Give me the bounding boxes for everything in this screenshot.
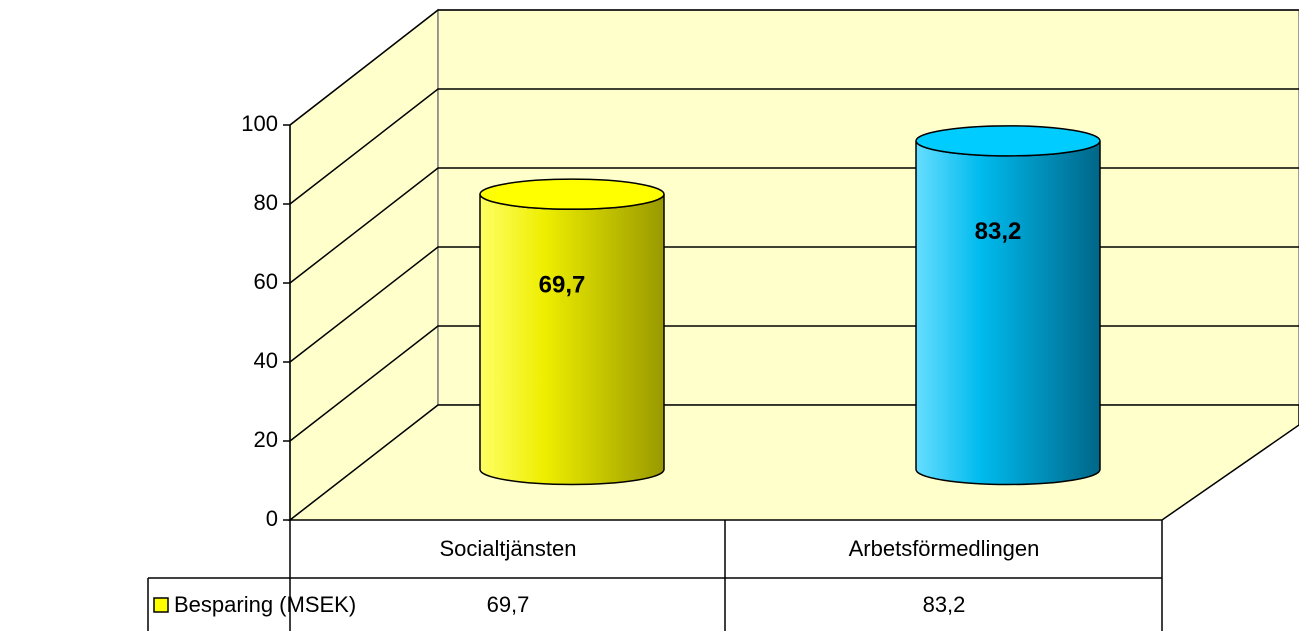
y-tick-label: 20 <box>254 427 278 452</box>
bar-top <box>915 125 1101 157</box>
table-value: 83,2 <box>923 592 966 617</box>
y-tick-label: 40 <box>254 348 278 373</box>
bar <box>915 140 1101 486</box>
y-tick-label: 80 <box>254 190 278 215</box>
grid-line <box>289 9 1299 126</box>
y-tick-label: 60 <box>254 269 278 294</box>
x-tick-label: Socialtjänsten <box>440 536 577 561</box>
value-label: 69,7 <box>539 272 586 299</box>
bar <box>479 194 665 486</box>
floor <box>287 404 1299 521</box>
walls <box>287 8 1299 522</box>
bar-top <box>479 178 665 210</box>
legend-label: Besparing (MSEK) <box>174 592 356 617</box>
bars: 69,7 83,2 <box>479 125 1101 486</box>
table-value: 69,7 <box>487 592 530 617</box>
data-table: Besparing (MSEK) <box>147 520 1163 631</box>
y-tick-label: 0 <box>266 506 278 531</box>
y-tick-label: 100 <box>241 111 278 136</box>
x-tick-label: Arbetsförmedlingen <box>849 536 1040 561</box>
value-label: 83,2 <box>975 218 1022 245</box>
legend-swatch <box>153 597 169 613</box>
grid-line <box>289 88 1299 205</box>
